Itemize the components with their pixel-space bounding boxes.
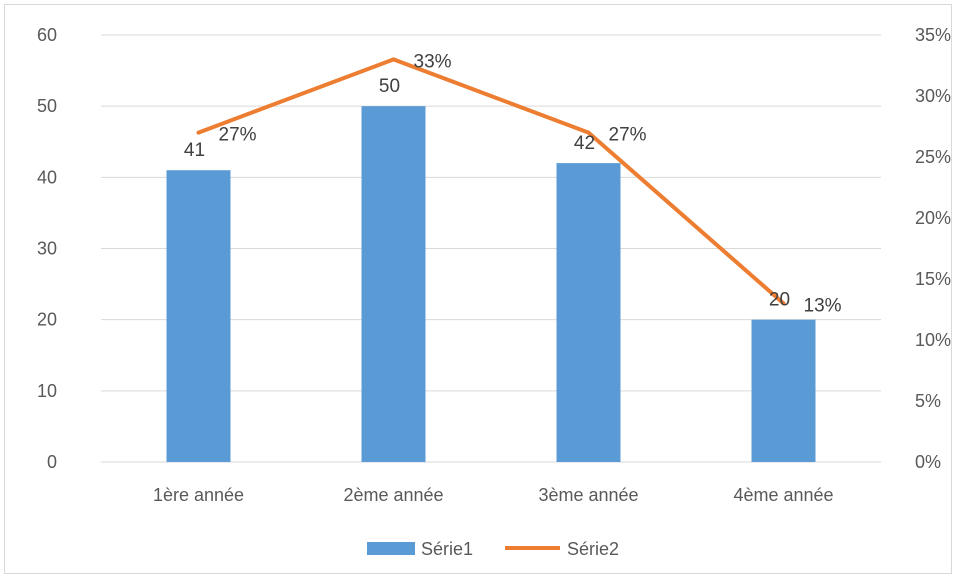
- line-data-label: 27%: [219, 125, 257, 146]
- combo-chart: 0 10 20 30 40 50 60 0% 5% 10% 15% 20% 25% 30% 35% 41 5…: [37, 25, 951, 559]
- right-tick-label: 20%: [915, 208, 951, 228]
- right-axis-ticks: 0% 5% 10% 15% 20% 25% 30% 35%: [915, 25, 951, 472]
- category-label: 3ème année: [538, 485, 638, 505]
- line-data-label: 27%: [609, 125, 647, 146]
- left-tick-label: 60: [37, 25, 57, 45]
- right-tick-label: 10%: [915, 330, 951, 350]
- legend-label-serie2: Série2: [567, 539, 619, 559]
- left-axis-ticks: 0 10 20 30 40 50 60: [37, 25, 57, 472]
- left-tick-label: 0: [47, 452, 57, 472]
- line-point: [391, 57, 396, 62]
- left-tick-label: 40: [37, 167, 57, 187]
- line-point: [196, 130, 201, 135]
- line-path: [197, 57, 785, 305]
- bar-data-label: 42: [574, 133, 595, 154]
- category-labels: 1ère année 2ème année 3ème année 4ème année: [153, 485, 834, 505]
- category-label: 1ère année: [153, 485, 244, 505]
- right-tick-label: 35%: [915, 25, 951, 45]
- legend-swatch-serie1: [367, 542, 415, 555]
- bar-series: [166, 106, 816, 463]
- line-data-label: 13%: [804, 295, 842, 316]
- bar-data-label: 50: [379, 76, 400, 97]
- bar: [361, 106, 426, 463]
- line-point: [781, 301, 786, 306]
- right-tick-label: 15%: [915, 269, 951, 289]
- line-data-label: 33%: [414, 51, 452, 72]
- line-series: [196, 57, 786, 306]
- chart-frame: 0 10 20 30 40 50 60 0% 5% 10% 15% 20% 25% 30% 35% 41 5…: [4, 4, 952, 574]
- left-tick-label: 20: [37, 310, 57, 330]
- gridlines: [101, 34, 881, 463]
- legend: Série1 Série2: [367, 539, 619, 559]
- left-tick-label: 50: [37, 96, 57, 116]
- category-label: 4ème année: [733, 485, 833, 505]
- bar: [556, 163, 621, 462]
- category-label: 2ème année: [343, 485, 443, 505]
- bar: [751, 319, 816, 462]
- right-tick-label: 0%: [915, 452, 941, 472]
- legend-label-serie1: Série1: [421, 539, 473, 559]
- data-labels: 41 50 42 20 27% 33% 27% 13%: [184, 51, 842, 316]
- right-tick-label: 30%: [915, 86, 951, 106]
- left-tick-label: 30: [37, 239, 57, 259]
- line-point: [586, 130, 591, 135]
- bar-data-label: 41: [184, 140, 205, 161]
- bar-data-label: 20: [769, 290, 790, 311]
- left-tick-label: 10: [37, 381, 57, 401]
- right-tick-label: 5%: [915, 391, 941, 411]
- right-tick-label: 25%: [915, 147, 951, 167]
- bar: [166, 170, 231, 462]
